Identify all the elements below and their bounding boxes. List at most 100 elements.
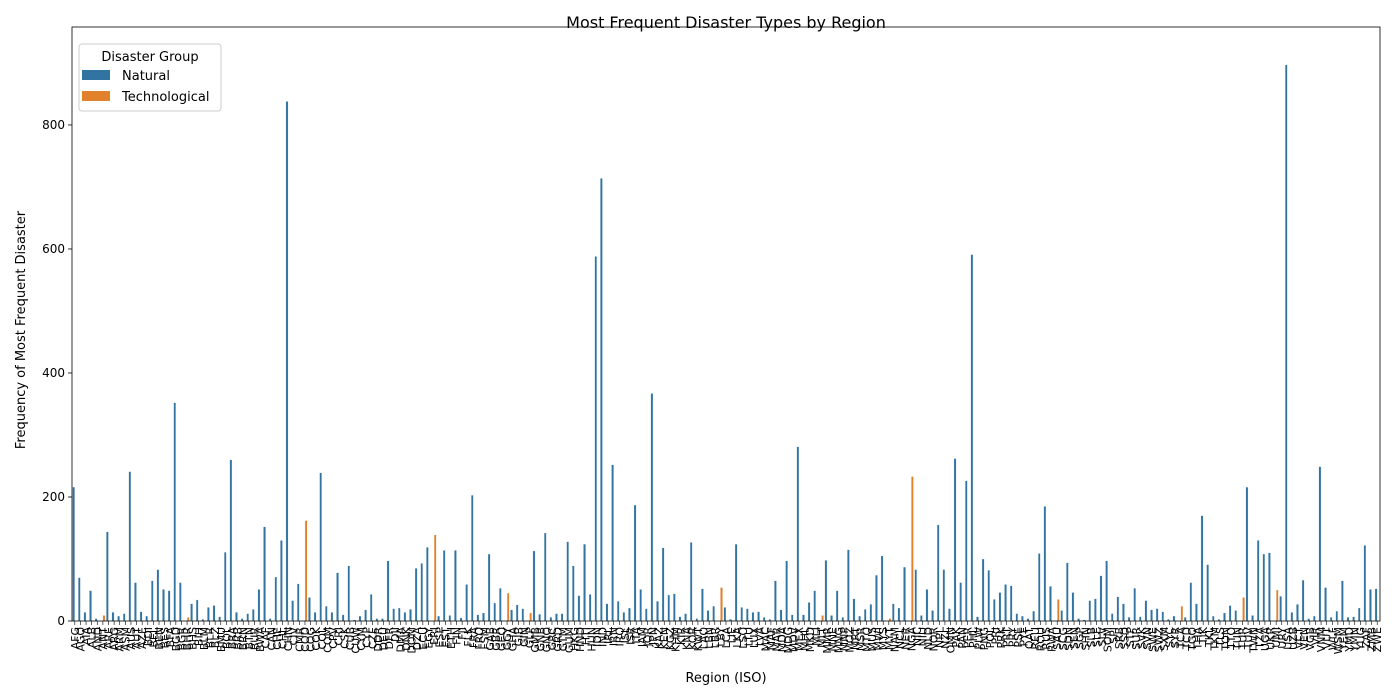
x-tick-label: QAT xyxy=(1023,627,1036,649)
x-tick-label: URY xyxy=(1276,627,1289,649)
x-tick-label: FRA xyxy=(467,627,480,649)
x-tick-label: SVN xyxy=(1141,627,1154,650)
bar xyxy=(976,616,979,622)
bar xyxy=(734,543,738,622)
bar xyxy=(959,582,962,622)
bar xyxy=(162,589,165,622)
x-tick-label: BLM xyxy=(198,627,211,650)
bar xyxy=(420,563,424,622)
bar xyxy=(689,542,693,622)
x-tick-label: THA xyxy=(1192,627,1205,651)
bar xyxy=(920,615,923,622)
x-tick-label: BGR xyxy=(175,627,188,651)
x-tick-label: LSO xyxy=(737,627,750,649)
x-tick-label: DEU xyxy=(378,627,391,650)
bar xyxy=(195,599,199,622)
x-tick-label: NPL xyxy=(933,626,946,648)
x-tick-label: SVK xyxy=(1135,626,1148,649)
bar xyxy=(875,574,878,622)
x-tick-label: TWN xyxy=(1248,627,1261,654)
x-tick-label: SWZ xyxy=(1152,627,1165,653)
x-tick-label: BRB xyxy=(232,627,245,650)
bar xyxy=(1032,610,1035,622)
x-tick-label: NCL xyxy=(894,626,907,649)
bar xyxy=(223,552,227,622)
bar xyxy=(830,615,833,622)
bar xyxy=(186,617,190,622)
x-tick-label: GHA xyxy=(507,627,520,652)
bar xyxy=(179,582,182,622)
bar xyxy=(611,464,614,622)
x-tick-label: MAC xyxy=(759,627,772,652)
bar xyxy=(448,615,452,622)
bar xyxy=(897,607,901,622)
bar xyxy=(358,615,362,622)
x-tick-label: SYC xyxy=(1163,627,1176,648)
x-tick-label: SOM xyxy=(1102,627,1115,652)
x-tick-label: KGZ xyxy=(664,627,677,651)
x-tick-label: GNQ xyxy=(540,627,553,653)
y-axis-label: Frequency of Most Frequent Disaster xyxy=(14,210,29,449)
y-tick-label: 0 xyxy=(57,614,65,628)
x-tick-label: BTN xyxy=(243,627,256,650)
bar xyxy=(661,547,665,622)
bar xyxy=(218,616,221,622)
bar xyxy=(998,592,1002,622)
x-tick-label: TGO xyxy=(1186,627,1199,652)
x-tick-label: GUM xyxy=(563,627,576,653)
bar xyxy=(802,614,805,622)
bar xyxy=(588,594,592,622)
x-tick-label: VNM xyxy=(1315,627,1328,652)
x-tick-label: SAU xyxy=(1051,627,1064,650)
x-tick-label: JPN xyxy=(647,627,660,646)
bar xyxy=(948,608,951,622)
x-tick-label: PLW xyxy=(973,627,986,650)
x-tick-label: FLK xyxy=(462,626,475,646)
bar xyxy=(706,610,710,622)
x-tick-label: MLT xyxy=(815,627,828,648)
bar xyxy=(656,601,659,622)
bar xyxy=(1116,596,1120,622)
legend-label: Natural xyxy=(122,69,170,84)
bar xyxy=(409,609,412,622)
x-tick-label: GAB xyxy=(484,627,497,651)
bar xyxy=(319,472,322,622)
bar xyxy=(470,494,474,622)
x-tick-label: MDG xyxy=(782,627,795,654)
legend-swatch xyxy=(82,70,110,80)
x-tick-label: DJI xyxy=(389,627,402,642)
bar xyxy=(987,570,990,622)
x-tick-label: ESP xyxy=(434,627,447,648)
bar xyxy=(403,612,407,622)
bar xyxy=(167,590,171,622)
bar xyxy=(538,614,541,622)
x-tick-label: SHN xyxy=(1079,627,1092,650)
bar xyxy=(1133,587,1136,622)
x-tick-label: UZB xyxy=(1287,627,1300,650)
x-tick-label: YMN xyxy=(1349,627,1362,652)
bar xyxy=(308,597,311,622)
bar xyxy=(280,540,283,622)
x-tick-label: ISR xyxy=(625,627,638,645)
bar xyxy=(1268,552,1271,622)
bar xyxy=(274,576,278,622)
bar xyxy=(139,611,143,622)
bar xyxy=(605,603,609,622)
x-tick-label: KIR xyxy=(675,627,688,645)
x-tick-label: BRA xyxy=(226,627,239,650)
x-tick-label: CUB xyxy=(344,627,357,650)
bar xyxy=(1275,589,1279,622)
x-tick-label: EST xyxy=(439,627,452,648)
bar xyxy=(1245,486,1249,622)
x-tick-label: DFR xyxy=(383,627,396,650)
x-tick-label: LBY xyxy=(714,627,727,647)
bar xyxy=(583,543,586,622)
bar xyxy=(762,617,766,622)
x-tick-label: BEL xyxy=(147,626,160,647)
x-tick-label: NZL xyxy=(939,626,952,649)
x-tick-label: PYF xyxy=(1018,627,1031,646)
x-tick-label: HUN xyxy=(585,627,598,652)
x-tick-label: GBR xyxy=(490,627,503,651)
x-tick-label: PRT xyxy=(1001,627,1014,647)
